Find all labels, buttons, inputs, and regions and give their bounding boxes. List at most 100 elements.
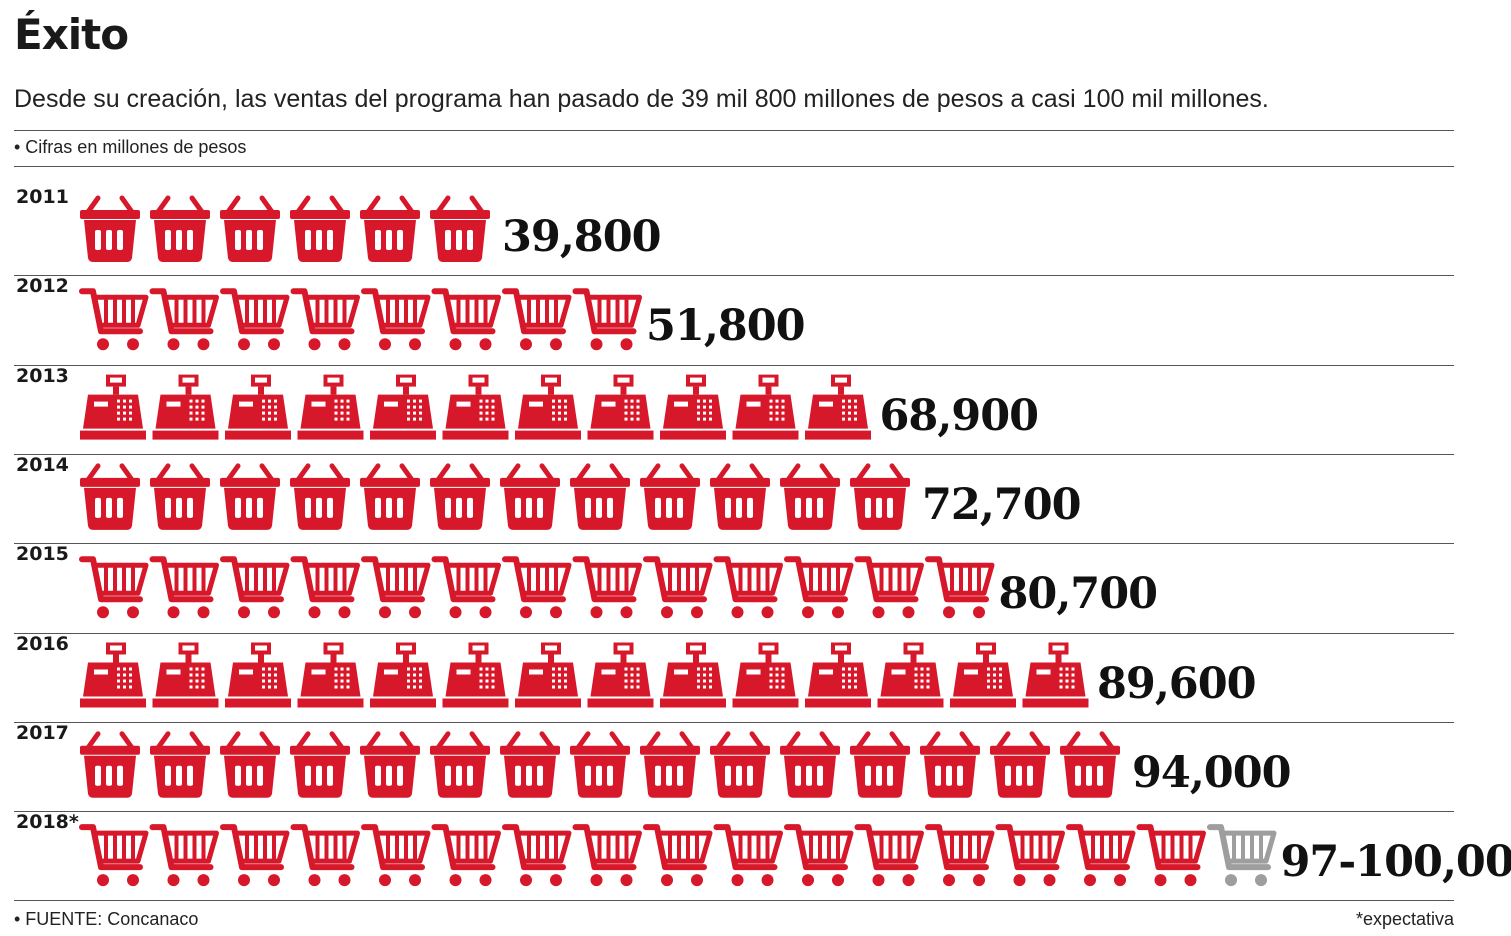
row-divider bbox=[14, 275, 1454, 277]
cart-icon bbox=[925, 824, 995, 887]
chart-title: Éxito bbox=[14, 10, 129, 59]
register-icon bbox=[732, 642, 799, 708]
basket-icon bbox=[850, 731, 910, 798]
year-label: 2012 bbox=[16, 275, 69, 298]
basket-icon bbox=[290, 195, 350, 262]
register-icon bbox=[80, 642, 146, 708]
basket-icon bbox=[990, 731, 1050, 798]
register-icon bbox=[732, 374, 799, 440]
register-icon bbox=[442, 374, 509, 440]
row-divider bbox=[14, 900, 1454, 902]
row-divider bbox=[14, 453, 1454, 455]
cart-icon bbox=[79, 824, 149, 887]
basket-icon bbox=[500, 731, 560, 798]
register-icon bbox=[950, 642, 1016, 708]
basket-icon bbox=[80, 195, 140, 262]
register-icon bbox=[805, 374, 871, 440]
basket-icon bbox=[290, 731, 350, 798]
cart-icon bbox=[220, 556, 290, 619]
year-label: 2011 bbox=[16, 186, 69, 208]
register-icon bbox=[1022, 642, 1089, 708]
cart-icon bbox=[431, 288, 501, 351]
cart-icon bbox=[149, 824, 219, 887]
register-icon bbox=[370, 642, 436, 708]
basket-icon bbox=[850, 463, 910, 530]
basket-icon bbox=[360, 463, 420, 530]
cart-icon bbox=[361, 556, 431, 619]
register-icon bbox=[297, 374, 364, 440]
cart-icon bbox=[149, 556, 219, 619]
basket-icon bbox=[80, 463, 140, 530]
cart-icon bbox=[643, 824, 713, 887]
year-label: 2017 bbox=[16, 721, 69, 744]
value-label: 97-100,000 bbox=[1280, 837, 1511, 888]
cart-icon bbox=[713, 556, 783, 619]
divider bbox=[14, 166, 1454, 167]
cart-icon bbox=[79, 556, 149, 619]
register-icon bbox=[877, 642, 944, 708]
basket-icon bbox=[150, 463, 210, 530]
row-divider bbox=[14, 632, 1454, 634]
units-note: • Cifras en millones de pesos bbox=[14, 137, 247, 157]
cart-icon bbox=[784, 824, 854, 887]
cart-icon bbox=[361, 824, 431, 887]
basket-icon bbox=[570, 731, 630, 798]
register-icon bbox=[370, 374, 436, 440]
cart-icon bbox=[502, 824, 572, 887]
basket-icon bbox=[290, 463, 350, 530]
basket-icon bbox=[430, 731, 490, 798]
basket-icon bbox=[710, 463, 770, 530]
register-icon bbox=[587, 642, 654, 708]
register-icon bbox=[660, 374, 726, 440]
basket-icon bbox=[500, 463, 560, 530]
register-icon bbox=[297, 642, 364, 708]
year-label: 2016 bbox=[16, 632, 69, 655]
chart-subtitle: Desde su creación, las ventas del progra… bbox=[14, 85, 1269, 113]
cart-icon bbox=[502, 556, 572, 619]
register-icon bbox=[515, 374, 581, 440]
cart-icon bbox=[290, 288, 360, 351]
cart-icon bbox=[431, 556, 501, 619]
value-label: 51,800 bbox=[646, 301, 806, 352]
cart-icon bbox=[854, 556, 924, 619]
row-divider bbox=[14, 543, 1454, 545]
value-label: 39,800 bbox=[502, 212, 662, 262]
basket-icon bbox=[150, 195, 210, 262]
cart-icon bbox=[149, 288, 219, 351]
cart-icon bbox=[290, 556, 360, 619]
year-label: 2015 bbox=[16, 543, 69, 566]
cart-icon bbox=[784, 556, 854, 619]
expected-cart-icon bbox=[1207, 824, 1277, 887]
value-label: 72,700 bbox=[922, 479, 1082, 530]
basket-icon bbox=[150, 731, 210, 798]
register-icon bbox=[80, 374, 146, 440]
cart-icon bbox=[995, 824, 1065, 887]
basket-icon bbox=[430, 463, 490, 530]
basket-icon bbox=[780, 731, 840, 798]
cart-icon bbox=[572, 288, 642, 351]
register-icon bbox=[152, 642, 219, 708]
cart-icon bbox=[79, 288, 149, 351]
cart-icon bbox=[502, 288, 572, 351]
basket-icon bbox=[920, 731, 980, 798]
source-note: • FUENTE: Concanaco bbox=[14, 909, 199, 929]
basket-icon bbox=[1060, 731, 1120, 798]
register-icon bbox=[805, 642, 871, 708]
value-label: 89,600 bbox=[1097, 658, 1257, 709]
value-label: 80,700 bbox=[998, 569, 1159, 620]
basket-icon bbox=[430, 195, 490, 262]
cart-icon bbox=[713, 824, 783, 887]
register-icon bbox=[225, 642, 291, 708]
year-label: 2013 bbox=[16, 364, 69, 387]
cart-icon bbox=[220, 288, 290, 351]
year-label: 2018* bbox=[16, 811, 79, 834]
basket-icon bbox=[220, 195, 280, 262]
basket-icon bbox=[780, 463, 840, 530]
register-icon bbox=[152, 374, 219, 440]
register-icon bbox=[587, 374, 654, 440]
cart-icon bbox=[925, 556, 995, 619]
row-divider bbox=[14, 721, 1454, 723]
basket-icon bbox=[220, 731, 280, 798]
register-icon bbox=[442, 642, 509, 708]
